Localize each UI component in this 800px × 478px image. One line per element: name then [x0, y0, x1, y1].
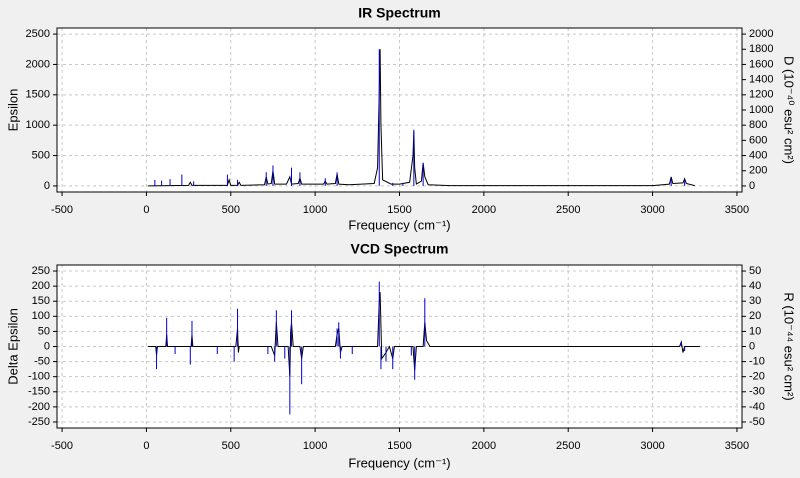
y2-tick-label: 2000 [749, 28, 773, 40]
y2-tick-label: 40 [749, 280, 761, 292]
y2-tick-label: -40 [749, 401, 765, 413]
y-axis-label: Delta Epsilon [5, 308, 20, 385]
y-tick-label: 50 [38, 325, 50, 337]
y2-tick-label: 1400 [749, 74, 773, 86]
y2-axis-label: R (10⁻⁴⁴ esu² cm²) [782, 292, 797, 400]
x-tick-label: 1000 [303, 204, 327, 216]
plot-frame [56, 264, 743, 429]
x-tick-label: 1500 [387, 440, 411, 452]
y2-tick-label: 1200 [749, 89, 773, 101]
y2-tick-label: 0 [749, 180, 755, 192]
x-tick-label: -500 [51, 204, 73, 216]
y-tick-label: 250 [32, 265, 50, 277]
x-tick-label: -500 [51, 440, 73, 452]
x-tick-label: 500 [222, 440, 240, 452]
x-tick-label: 2500 [556, 440, 580, 452]
x-tick-label: 1000 [303, 440, 327, 452]
y-tick-label: 100 [32, 310, 50, 322]
y-tick-label: 2000 [26, 58, 50, 70]
y2-tick-label: 20 [749, 310, 761, 322]
plot-area [57, 28, 742, 192]
y2-tick-label: 400 [749, 149, 767, 161]
y2-tick-label: 200 [749, 165, 767, 177]
y-tick-label: 0 [44, 180, 50, 192]
y2-tick-label: -50 [749, 416, 765, 428]
x-tick-label: 500 [222, 204, 240, 216]
y-tick-label: -50 [34, 355, 50, 367]
y-tick-label: 500 [32, 149, 50, 161]
x-tick-label: 3000 [640, 440, 664, 452]
y-tick-label: 1500 [26, 89, 50, 101]
y2-tick-label: 30 [749, 295, 761, 307]
y2-tick-label: -30 [749, 386, 765, 398]
y2-axis-label: D (10⁻⁴⁰ esu² cm²) [782, 56, 797, 164]
y-tick-label: -100 [28, 371, 50, 383]
y2-tick-label: 50 [749, 265, 761, 277]
x-tick-label: 2000 [472, 440, 496, 452]
plot-frame [56, 27, 743, 193]
y-tick-label: -200 [28, 401, 50, 413]
y-tick-label: 1000 [26, 119, 50, 131]
x-tick-label: 1500 [387, 204, 411, 216]
y2-tick-label: -10 [749, 355, 765, 367]
y2-tick-label: 1600 [749, 58, 773, 70]
y-tick-label: -250 [28, 416, 50, 428]
y-tick-label: 2500 [26, 28, 50, 40]
y2-tick-label: -20 [749, 371, 765, 383]
x-tick-label: 3500 [725, 440, 749, 452]
chart-title: IR Spectrum [358, 5, 440, 21]
x-axis-label: Frequency (cm⁻¹) [348, 217, 450, 232]
x-tick-label: 2000 [472, 204, 496, 216]
x-tick-label: 3500 [725, 204, 749, 216]
y2-tick-label: 600 [749, 134, 767, 146]
x-tick-label: 3000 [640, 204, 664, 216]
y2-tick-label: 1800 [749, 43, 773, 55]
y-axis-label: Epsilon [5, 89, 20, 132]
x-axis-label: Frequency (cm⁻¹) [348, 455, 450, 470]
spectrum-line [148, 49, 695, 187]
y2-tick-label: 0 [749, 340, 755, 352]
x-tick-label: 2500 [556, 204, 580, 216]
y2-tick-label: 1000 [749, 104, 773, 116]
x-tick-label: 0 [143, 204, 149, 216]
y-tick-label: -150 [28, 386, 50, 398]
y2-tick-label: 10 [749, 325, 761, 337]
y2-tick-label: 800 [749, 119, 767, 131]
y-tick-label: 150 [32, 295, 50, 307]
y-tick-label: 200 [32, 280, 50, 292]
x-tick-label: 0 [143, 440, 149, 452]
chart-title: VCD Spectrum [350, 241, 448, 257]
y-tick-label: 0 [44, 340, 50, 352]
